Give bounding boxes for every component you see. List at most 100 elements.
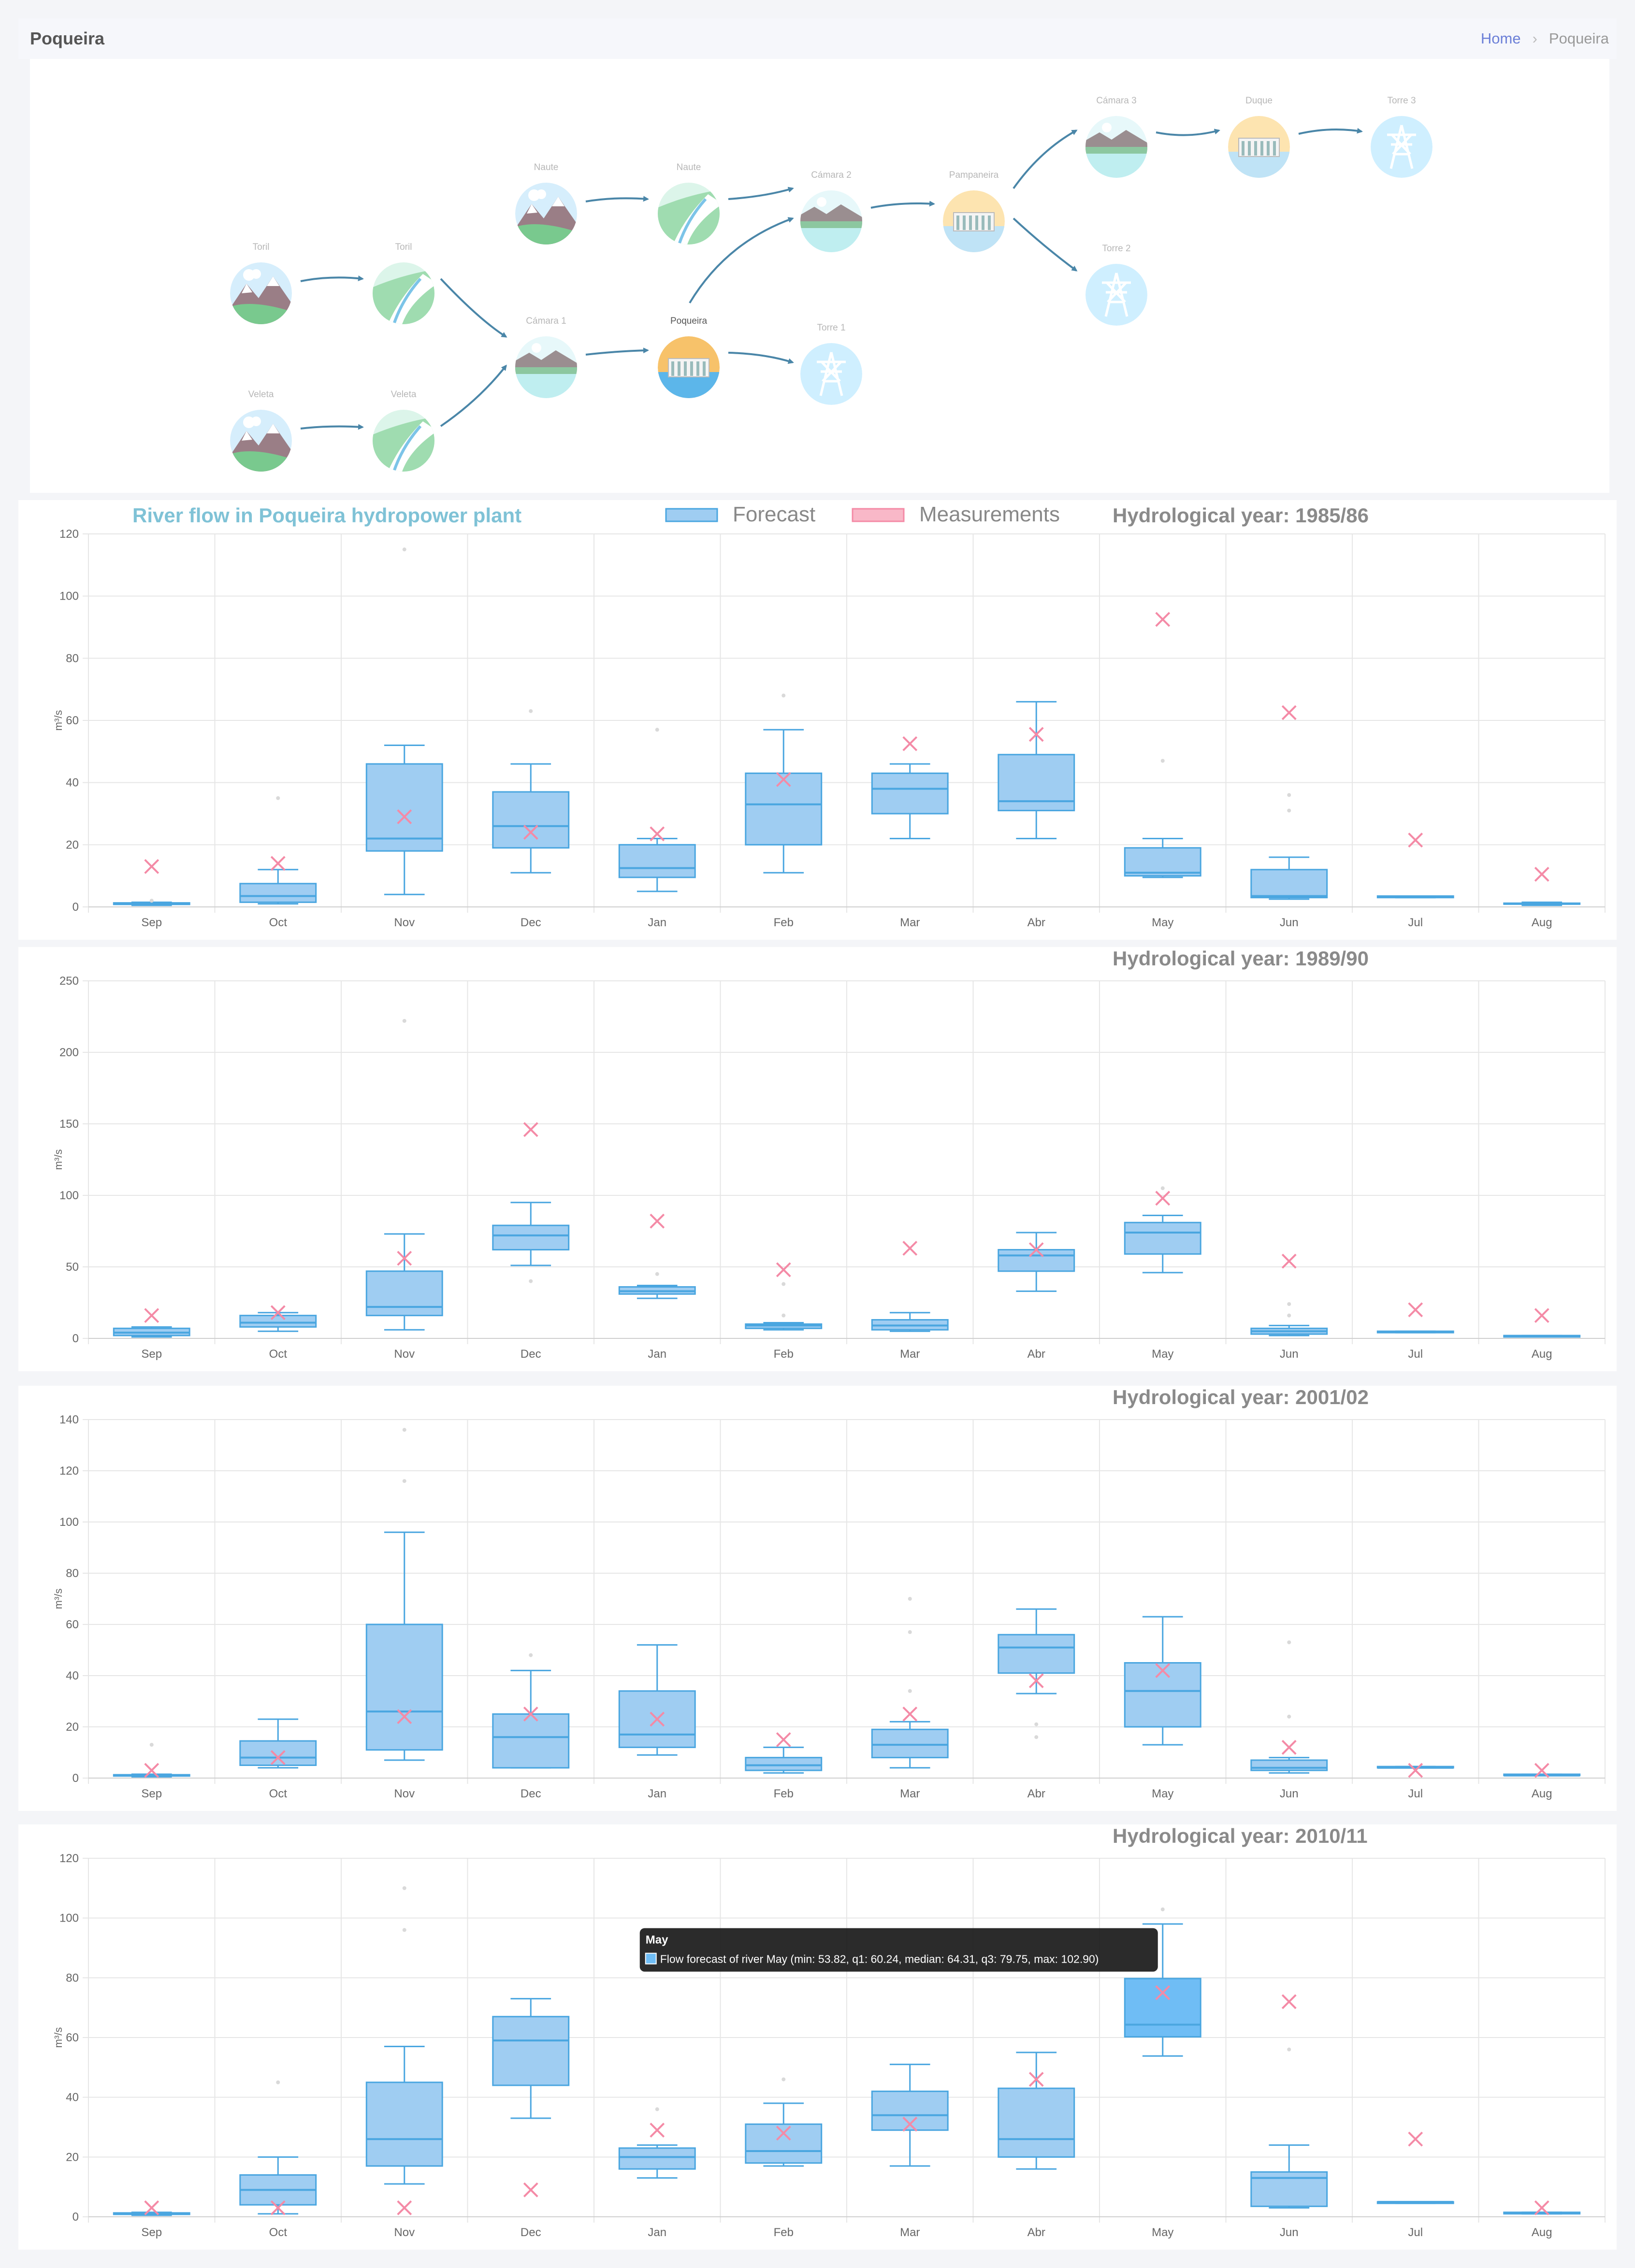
flow-node-veleta-snow[interactable]: Veleta xyxy=(227,389,295,474)
measurement-marker-nov[interactable] xyxy=(397,1250,412,1266)
flow-node-camara1[interactable]: Cámara 1 xyxy=(512,316,580,403)
measurement-marker-jan[interactable] xyxy=(650,1711,665,1727)
measurement-marker-abr[interactable] xyxy=(1028,1242,1044,1257)
measurement-marker-jun[interactable] xyxy=(1281,1739,1297,1755)
measurement-marker-jul[interactable] xyxy=(1408,1763,1423,1778)
breadcrumb-home-link[interactable]: Home xyxy=(1480,30,1521,47)
forecast-box-sep[interactable] xyxy=(113,1326,190,1338)
measurement-marker-dec[interactable] xyxy=(523,1122,538,1137)
forecast-box-mar[interactable] xyxy=(871,2064,949,2167)
forecast-box-oct[interactable] xyxy=(239,2156,317,2215)
flow-node-torre2[interactable]: Torre 2 xyxy=(1085,244,1147,326)
forecast-box-mar[interactable] xyxy=(871,763,949,839)
measurement-marker-mar[interactable] xyxy=(902,1707,918,1722)
measurement-marker-mar[interactable] xyxy=(902,1241,918,1256)
forecast-box-jun[interactable] xyxy=(1250,1324,1328,1336)
measurement-marker-dec[interactable] xyxy=(523,1707,538,1722)
forecast-box-abr[interactable] xyxy=(998,701,1075,839)
measurement-marker-feb[interactable] xyxy=(776,1262,791,1278)
flow-node-camara3[interactable]: Cámara 3 xyxy=(1083,96,1150,183)
forecast-box-jul[interactable] xyxy=(1376,895,1454,899)
measurement-marker-jan[interactable] xyxy=(650,826,665,842)
measurement-marker-jun[interactable] xyxy=(1281,1253,1297,1269)
forecast-box-jul[interactable] xyxy=(1376,1766,1454,1769)
flow-node-veleta-river[interactable]: Veleta xyxy=(370,389,437,474)
measurement-marker-feb[interactable] xyxy=(776,772,791,787)
measurement-marker-jul[interactable] xyxy=(1408,2131,1423,2147)
forecast-box-mar[interactable] xyxy=(871,1312,949,1332)
forecast-box-oct[interactable] xyxy=(239,1312,317,1332)
measurement-marker-oct[interactable] xyxy=(270,1305,286,1321)
measurement-marker-jun[interactable] xyxy=(1281,1994,1297,2010)
forecast-box-abr[interactable] xyxy=(998,1608,1075,1694)
legend-item-measurements[interactable]: Measurements xyxy=(852,502,1060,526)
measurement-marker-may[interactable] xyxy=(1155,1191,1171,1206)
forecast-box-feb[interactable] xyxy=(745,1746,823,1774)
flow-node-naute-snow[interactable]: Naute xyxy=(512,162,580,247)
measurement-marker-sep[interactable] xyxy=(144,859,159,874)
forecast-box-mar[interactable] xyxy=(871,1721,949,1769)
measurement-marker-may[interactable] xyxy=(1155,612,1171,627)
measurement-marker-oct[interactable] xyxy=(270,2200,286,2215)
forecast-box-aug[interactable] xyxy=(1503,901,1581,906)
measurement-marker-sep[interactable] xyxy=(144,1308,159,1323)
flow-node-duque[interactable]: Duque xyxy=(1225,96,1293,181)
measurement-marker-dec[interactable] xyxy=(523,825,538,840)
measurement-marker-aug[interactable] xyxy=(1534,1308,1549,1323)
flow-node-torre3[interactable]: Torre 3 xyxy=(1371,96,1432,178)
forecast-box-nov[interactable] xyxy=(365,2046,443,2185)
forecast-box-sep[interactable] xyxy=(113,2211,190,2216)
measurement-marker-oct[interactable] xyxy=(270,856,286,871)
legend-item-forecast[interactable]: Forecast xyxy=(665,502,815,526)
flow-node-trevelez-river[interactable]: Toril xyxy=(370,242,437,327)
measurement-marker-aug[interactable] xyxy=(1534,1763,1549,1778)
forecast-box-nov[interactable] xyxy=(365,744,443,895)
forecast-box-may[interactable] xyxy=(1124,1616,1201,1746)
forecast-box-jun[interactable] xyxy=(1250,2144,1328,2209)
forecast-box-jan[interactable] xyxy=(618,2144,696,2179)
measurement-marker-nov[interactable] xyxy=(397,1709,412,1724)
measurement-marker-nov[interactable] xyxy=(397,2200,412,2215)
forecast-box-abr[interactable] xyxy=(998,2052,1075,2170)
forecast-box-oct[interactable] xyxy=(239,869,317,905)
forecast-box-may[interactable] xyxy=(1124,1923,1201,2057)
measurement-marker-jan[interactable] xyxy=(650,2123,665,2138)
flow-node-pampaneira[interactable]: Pampaneira xyxy=(940,170,1008,255)
measurement-marker-abr[interactable] xyxy=(1028,2072,1044,2087)
forecast-box-nov[interactable] xyxy=(365,1531,443,1761)
measurement-marker-mar[interactable] xyxy=(902,2116,918,2132)
measurement-marker-abr[interactable] xyxy=(1028,1673,1044,1689)
measurement-marker-nov[interactable] xyxy=(397,809,412,824)
measurement-marker-abr[interactable] xyxy=(1028,727,1044,742)
flow-node-naute-river[interactable]: Naute xyxy=(655,162,723,247)
forecast-box-may[interactable] xyxy=(1124,837,1201,878)
flow-node-torre1[interactable]: Torre 1 xyxy=(800,323,862,405)
measurement-marker-jul[interactable] xyxy=(1408,833,1423,848)
measurement-marker-may[interactable] xyxy=(1155,1663,1171,1678)
measurement-marker-dec[interactable] xyxy=(523,2182,538,2197)
flow-node-camara2[interactable]: Cámara 2 xyxy=(797,170,865,257)
flow-node-trevelez-snow[interactable]: Toril xyxy=(227,242,295,327)
measurement-marker-jan[interactable] xyxy=(650,1213,665,1229)
forecast-box-dec[interactable] xyxy=(492,1998,570,2119)
forecast-box-feb[interactable] xyxy=(745,729,823,874)
measurement-marker-aug[interactable] xyxy=(1534,867,1549,882)
measurement-marker-jun[interactable] xyxy=(1281,705,1297,720)
forecast-box-dec[interactable] xyxy=(492,763,570,874)
measurement-marker-aug[interactable] xyxy=(1534,2200,1549,2215)
forecast-box-jul[interactable] xyxy=(1376,2201,1454,2204)
forecast-box-may[interactable] xyxy=(1124,1214,1201,1274)
forecast-box-oct[interactable] xyxy=(239,1718,317,1769)
forecast-box-aug[interactable] xyxy=(1503,1335,1581,1338)
forecast-box-feb[interactable] xyxy=(745,2102,823,2167)
measurement-marker-oct[interactable] xyxy=(270,1750,286,1766)
measurement-marker-mar[interactable] xyxy=(902,736,918,751)
forecast-box-sep[interactable] xyxy=(113,1773,190,1778)
measurement-marker-may[interactable] xyxy=(1155,1985,1171,2000)
measurement-marker-feb[interactable] xyxy=(776,1732,791,1747)
forecast-box-aug[interactable] xyxy=(1503,1773,1581,1777)
forecast-box-jun[interactable] xyxy=(1250,856,1328,900)
forecast-box-aug[interactable] xyxy=(1503,2211,1581,2215)
forecast-box-feb[interactable] xyxy=(745,1321,823,1331)
forecast-box-jan[interactable] xyxy=(618,837,696,892)
